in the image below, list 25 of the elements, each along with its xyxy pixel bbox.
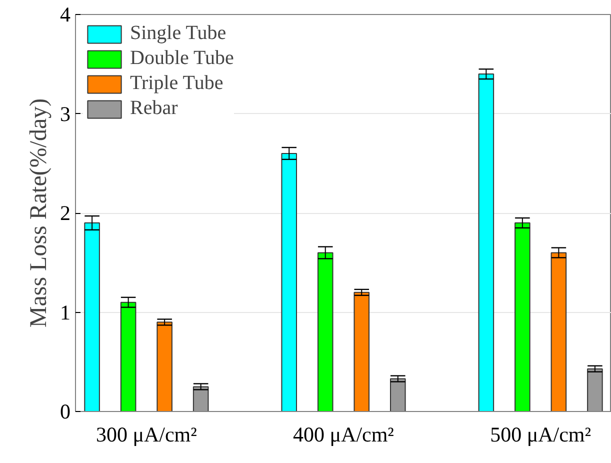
- y-tick-label: 2: [60, 201, 70, 225]
- y-axis-title: Mass Loss Rate(%/day): [26, 98, 52, 328]
- x-tick-label: 300 μA/cm²: [96, 422, 197, 446]
- bar: [192, 386, 209, 412]
- legend-label: Rebar: [130, 97, 178, 120]
- bar: [514, 222, 530, 412]
- bar: [390, 378, 406, 412]
- legend-label: Single Tube: [130, 22, 226, 45]
- y-tick-label: 3: [60, 102, 70, 126]
- bar: [156, 322, 172, 412]
- legend-label: Triple Tube: [130, 72, 224, 95]
- bar: [317, 252, 334, 412]
- x-tick-label: 500 μA/cm²: [490, 422, 592, 446]
- bar: [354, 292, 370, 412]
- bar: [281, 152, 297, 412]
- y-tick-label: 4: [60, 2, 71, 26]
- legend-label: Double Tube: [130, 47, 234, 70]
- bar: [478, 74, 494, 412]
- y-tick-label: 1: [60, 300, 70, 324]
- bar: [587, 368, 603, 412]
- bar: [550, 252, 567, 412]
- x-tick-label: 400 μA/cm²: [293, 422, 394, 446]
- bar: [84, 222, 100, 412]
- y-tick-label: 0: [60, 400, 70, 424]
- bar: [120, 302, 136, 412]
